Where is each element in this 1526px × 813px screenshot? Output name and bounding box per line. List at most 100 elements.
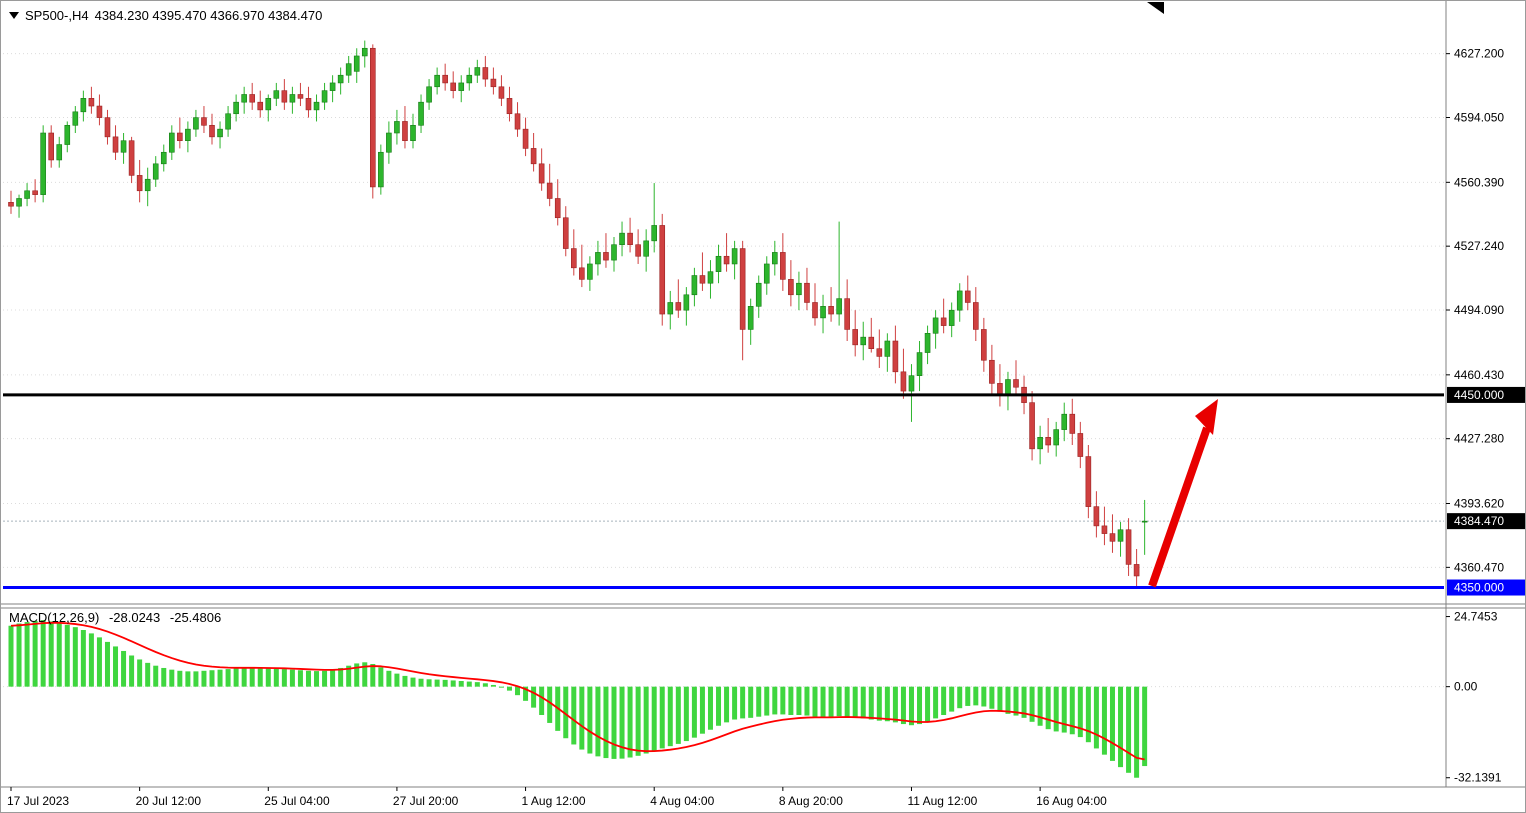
candle-up	[233, 101, 239, 115]
macd-bar	[627, 686, 633, 758]
macd-bar	[595, 686, 601, 757]
candle-up	[193, 117, 199, 130]
candles-layer[interactable]	[8, 40, 1148, 588]
candle-up	[345, 63, 352, 76]
macd-bar	[941, 686, 947, 715]
candle-up	[611, 244, 617, 261]
macd-bar	[145, 662, 151, 687]
candle-down	[635, 244, 641, 257]
macd-bar	[394, 673, 400, 687]
macd-axis[interactable]: 24.7453 0.00 -32.1391	[1446, 610, 1502, 785]
candle-up	[225, 113, 231, 130]
candle-down	[1101, 525, 1108, 534]
macd-bar	[812, 686, 818, 717]
macd-bar	[828, 686, 834, 718]
macd-bar	[40, 620, 46, 687]
candle-down	[603, 252, 609, 261]
candle-down	[369, 47, 376, 188]
macd-bar	[724, 686, 730, 723]
candle-down	[892, 340, 899, 373]
macd-bar	[273, 668, 279, 687]
macd-bar	[233, 668, 239, 687]
macd-bar	[772, 686, 778, 715]
price-tag-4350: 4350.000	[1447, 579, 1525, 596]
macd-bar	[1101, 686, 1107, 755]
candle-up	[820, 306, 826, 319]
macd-indicator-header: MACD(12,26,9) -28.0243 -25.4806	[9, 610, 227, 625]
candle-down	[940, 317, 947, 326]
candle-down	[570, 248, 577, 269]
candle-up	[715, 255, 722, 272]
macd-histogram	[8, 620, 1148, 778]
macd-bar	[844, 686, 850, 717]
macd-bar	[482, 683, 488, 687]
svg-text:4450.000: 4450.000	[1454, 388, 1504, 402]
macd-signal-value: -25.4806	[169, 610, 222, 625]
macd-tick-label: 24.7453	[1454, 610, 1498, 624]
macd-bar	[24, 622, 30, 687]
candle-down	[112, 136, 119, 153]
ohlc-readout: 4384.230 4395.470 4366.970 4384.470	[94, 8, 323, 23]
candle-down	[1109, 533, 1116, 542]
candle-down	[32, 190, 38, 195]
candle-down	[844, 298, 850, 330]
candle-down	[780, 252, 786, 280]
candle-down	[739, 248, 746, 330]
macd-tick-label: 0.00	[1454, 680, 1478, 694]
candle-up	[273, 90, 280, 99]
price-tick-label: 4527.240	[1454, 239, 1504, 253]
candle-up	[329, 82, 336, 91]
candle-down	[1133, 564, 1140, 577]
candle-down	[828, 306, 834, 315]
macd-bar	[997, 686, 1003, 712]
candle-down	[1093, 506, 1100, 527]
price-tick-label: 4393.620	[1454, 497, 1504, 511]
time-tick-label: 8 Aug 20:00	[779, 794, 843, 808]
macd-bar	[402, 675, 408, 687]
macd-bar	[876, 686, 882, 721]
time-axis[interactable]: 17 Jul 2023 20 Jul 12:00 25 Jul 04:00 27 Ju…	[7, 787, 1107, 808]
macd-bar	[547, 686, 553, 723]
macd-bar	[281, 669, 287, 687]
macd-bar	[378, 667, 384, 687]
macd-bar	[1069, 686, 1075, 735]
candle-up	[394, 121, 400, 134]
candle-up	[796, 282, 802, 296]
annotation-arrow-up[interactable]	[1148, 399, 1218, 588]
candle-up	[836, 298, 842, 315]
macd-bar	[699, 686, 705, 734]
macd-bar	[1142, 686, 1148, 767]
price-axis[interactable]: 4627.200 4594.050 4560.390 4527.240 4494.090…	[1446, 47, 1504, 575]
macd-bar	[1045, 686, 1051, 730]
macd-bar	[314, 671, 320, 687]
macd-bar	[104, 641, 110, 687]
price-tick-label: 4627.200	[1454, 47, 1504, 61]
macd-bar	[450, 680, 456, 687]
candle-up	[386, 132, 392, 153]
chart-shift-marker-icon	[1147, 2, 1164, 14]
candle-down	[900, 371, 907, 392]
candle-down	[579, 267, 585, 280]
candle-down	[522, 128, 529, 149]
candle-up	[643, 240, 649, 257]
candle-down	[1077, 433, 1084, 457]
candle-up	[64, 124, 71, 145]
macd-bar	[643, 686, 649, 754]
candle-down	[788, 279, 794, 296]
candle-up	[410, 124, 416, 142]
candle-up	[337, 74, 344, 84]
macd-bar	[1061, 686, 1067, 733]
macd-bar	[346, 665, 352, 687]
candle-up	[289, 94, 296, 103]
macd-bar	[756, 686, 762, 717]
macd-name: MACD(12,26,9)	[9, 610, 100, 625]
candle-down	[812, 302, 818, 319]
candle-up	[683, 294, 690, 311]
candle-up	[747, 306, 754, 330]
candle-up	[691, 275, 698, 296]
macd-bar	[820, 686, 826, 718]
candle-down	[546, 182, 553, 199]
macd-bar	[957, 686, 963, 709]
price-tick-label: 4560.390	[1454, 175, 1504, 189]
